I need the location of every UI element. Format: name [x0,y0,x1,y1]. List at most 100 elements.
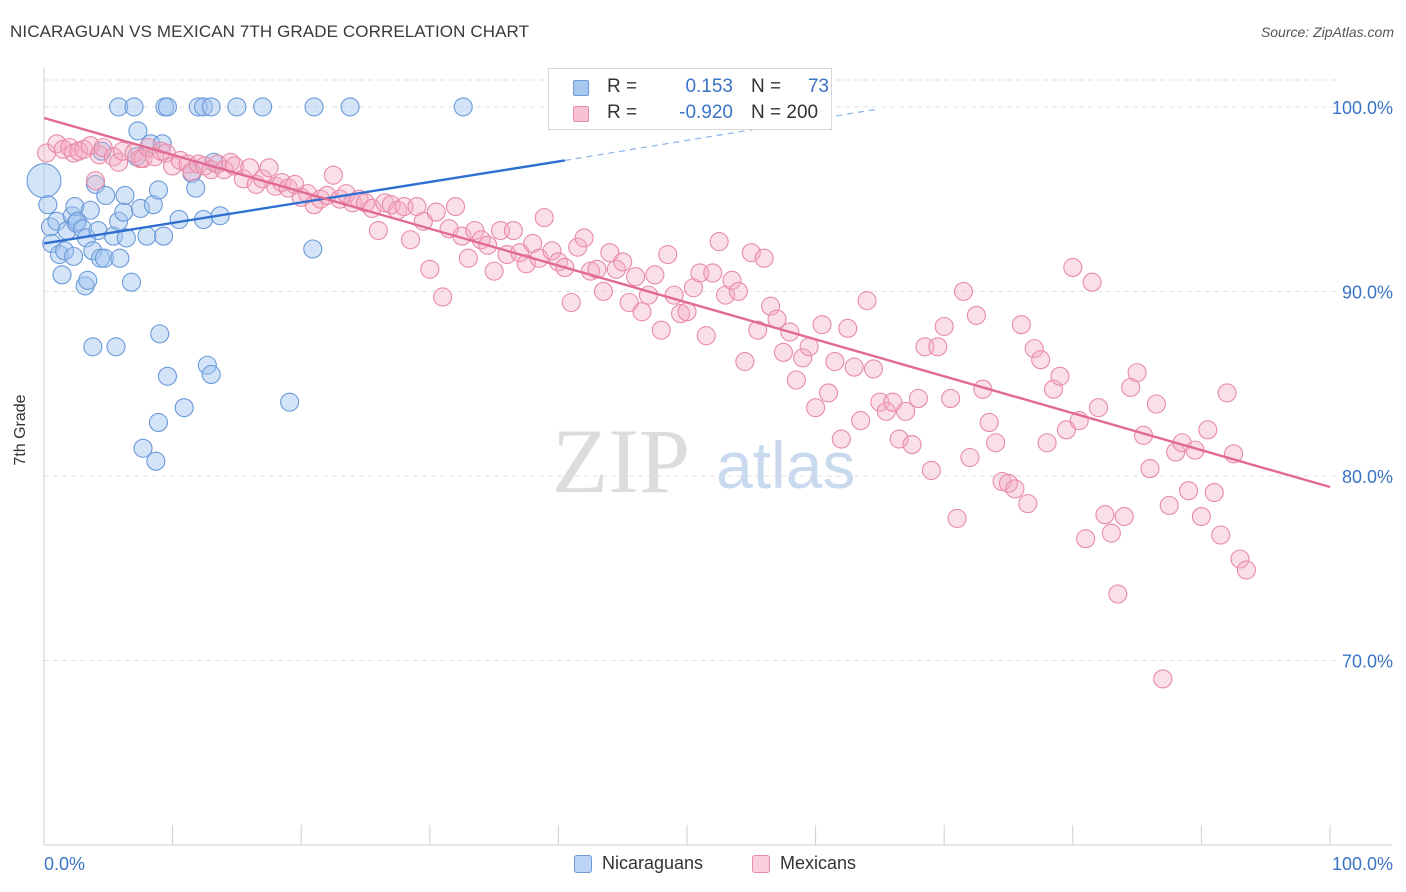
point-mexicans [896,401,916,421]
source-label: Source: ZipAtlas.com [1260,24,1394,40]
point-nicaraguans [78,270,98,290]
point-mexicans [1146,394,1166,414]
point-nicaraguans [157,366,178,386]
point-mexicans [1095,505,1115,525]
point-mexicans [426,202,446,222]
series-legend: Nicaraguans Mexicans [0,852,1406,878]
point-nicaraguans [114,202,134,222]
point-mexicans [445,196,466,217]
watermark-zip: ZIP [552,410,690,512]
point-mexicans [1005,479,1025,499]
point-mexicans [259,158,279,178]
point-nicaraguans [109,97,129,117]
point-nicaraguans [201,97,221,117]
point-mexicans [323,165,343,185]
point-mexicans [722,270,742,290]
point-mexicans [534,208,554,228]
point-mexicans [1082,272,1102,292]
point-mexicans [420,259,440,279]
point-nicaraguans [52,265,72,285]
legend-label-nicaraguans: Nicaraguans [602,853,704,873]
trend-nicaraguans [43,159,566,245]
point-mexicans [574,228,594,248]
point-nicaraguans [253,97,273,117]
point-mexicans [1230,549,1250,569]
point-mexicans [1037,433,1057,453]
point-nicaraguans [96,185,116,206]
point-mexicans [818,383,839,403]
point-mexicans [748,320,768,340]
point-mexicans [960,447,980,468]
point-nicaraguans [55,241,75,261]
point-mexicans [1056,420,1076,440]
point-mexicans [587,259,607,279]
point-mexicans [1127,363,1147,383]
point-nicaraguans [146,451,166,471]
point-nicaraguans [115,185,135,206]
legend-r-label: R = [607,102,638,123]
legend-n-label: N = 200 [751,102,819,123]
point-mexicans [934,316,954,337]
y-axis-label: 7th Grade [12,394,29,466]
point-mexicans [786,370,806,390]
point-nicaraguans [157,97,178,117]
point-mexicans [921,460,941,480]
point-mexicans [1236,560,1256,580]
point-mexicans [561,292,581,313]
point-mexicans [103,147,123,167]
point-mexicans [1018,494,1038,514]
point-mexicans [400,230,421,250]
point-mexicans [568,237,588,257]
point-mexicans [908,388,929,409]
point-nicaraguans [124,97,144,117]
point-mexicans [1114,506,1134,527]
y-tick-label: 100.0% [1332,98,1393,118]
point-mexicans [651,320,671,340]
legend-r-value: -0.920 [679,102,733,123]
point-nicaraguans [303,239,323,259]
point-nicaraguans [193,97,214,117]
point-nicaraguans [65,196,85,217]
point-mexicans [368,220,388,241]
point-nicaraguans [130,198,150,218]
point-nicaraguans [154,226,174,246]
legend-r-value: 0.153 [685,76,733,97]
point-mexicans [876,401,896,421]
point-nicaraguans [133,438,153,458]
point-mexicans [696,326,716,346]
point-mexicans [703,263,723,283]
x-tick-labels: 0.0% 100.0% [44,854,1393,874]
point-nicaraguans [174,398,194,418]
point-mexicans [773,342,794,362]
point-mexicans [953,281,974,301]
point-mexicans [619,292,639,313]
point-mexicans [1198,420,1218,440]
point-mexicans [484,261,504,281]
point-mexicans [1140,459,1160,479]
point-mexicans [1101,523,1121,543]
point-mexicans [709,232,729,252]
point-mexicans [728,281,748,301]
point-nicaraguans [121,272,141,292]
chart-title: NICARAGUAN VS MEXICAN 7TH GRADE CORRELAT… [10,22,530,41]
point-mexicans [838,318,858,338]
point-mexicans [754,248,774,268]
point-mexicans [1159,495,1179,516]
point-mexicans [1031,350,1051,370]
point-mexicans [1191,506,1211,527]
point-nicaraguans [26,163,62,199]
point-mexicans [542,241,562,261]
legend-swatch-nicaraguans [574,855,592,873]
point-mexicans [600,243,620,263]
point-mexicans [986,433,1006,453]
point-mexicans [979,412,999,432]
point-nicaraguans [280,392,300,412]
point-nicaraguans [169,209,189,230]
y-tick-label: 80.0% [1342,467,1393,487]
point-mexicans [812,315,832,335]
point-mexicans [863,359,884,379]
point-mexicans [966,305,986,325]
point-mexicans [1211,525,1231,545]
point-mexicans [1178,481,1199,501]
